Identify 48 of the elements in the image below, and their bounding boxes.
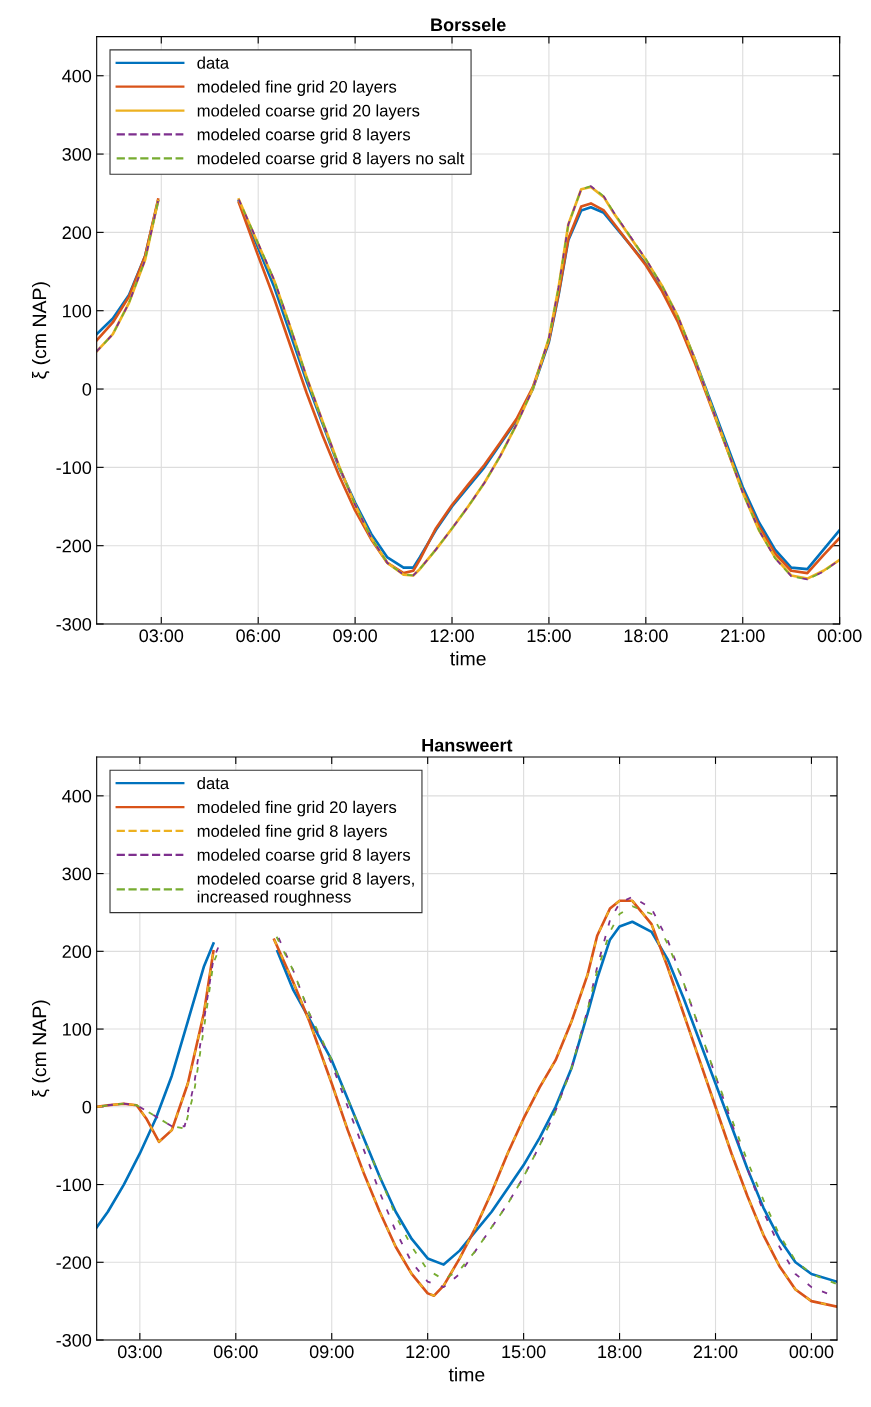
x-tick-label: 18:00 [598, 1345, 642, 1359]
y-axis-title: ξ (cm NAP) [32, 282, 51, 379]
legend-label: modeled fine grid 20 layers [197, 80, 397, 96]
y-tick-label: 100 [63, 304, 92, 318]
chart-title: Borssele [431, 17, 506, 32]
x-tick-label: 21:00 [721, 629, 765, 643]
legend-label: modeled fine grid 8 layers [197, 824, 387, 841]
x-tick-label: 06:00 [213, 1345, 258, 1359]
y-tick-label: 0 [82, 382, 92, 396]
x-axis-title: time [448, 1367, 485, 1382]
x-tick-label: 09:00 [309, 1345, 354, 1359]
y-tick-label: 300 [62, 148, 92, 161]
x-tick-label: 00:00 [817, 629, 862, 643]
y-tick-label: 200 [62, 945, 92, 959]
chart-title: Hansweert [422, 738, 513, 752]
x-tick-label: 09:00 [333, 629, 377, 643]
x-tick-label: 00:00 [789, 1345, 834, 1359]
x-tick-label: 06:00 [236, 629, 281, 643]
y-tick-label: 100 [63, 1023, 92, 1036]
legend-label: modeled coarse grid 8 layers no salt [197, 152, 465, 168]
legend-label: modeled coarse grid 8 layers [197, 128, 411, 144]
legend-label: data [197, 56, 230, 69]
legend-label: modeled coarse grid 8 layers, increased roughness [197, 872, 414, 906]
y-tick-label: -300 [56, 1333, 92, 1347]
x-tick-label: 03:00 [139, 629, 184, 643]
y-tick-label: -100 [56, 1178, 92, 1192]
y-tick-label: -300 [56, 617, 92, 631]
x-tick-label: 21:00 [693, 1345, 738, 1359]
x-axis-title: time [450, 651, 486, 666]
y-tick-label: 200 [62, 226, 92, 240]
y-tick-label: 0 [82, 1100, 92, 1114]
legend-label: modeled coarse grid 8 layers [197, 848, 411, 865]
y-tick-label: -100 [56, 461, 92, 475]
legend-label: modeled fine grid 20 layers [197, 800, 397, 817]
y-tick-label: 400 [62, 789, 92, 803]
legend-label: modeled coarse grid 20 layers [197, 104, 420, 120]
x-tick-label: 15:00 [527, 629, 571, 643]
x-tick-label: 12:00 [430, 629, 474, 643]
x-tick-label: 12:00 [406, 1345, 450, 1359]
y-axis-title: ξ (cm NAP) [32, 1000, 51, 1097]
legend-label: data [197, 776, 230, 790]
y-tick-label: -200 [56, 539, 92, 553]
x-tick-label: 03:00 [117, 1345, 162, 1359]
x-tick-label: 18:00 [624, 629, 668, 643]
y-tick-label: -200 [56, 1256, 92, 1270]
x-tick-label: 15:00 [502, 1345, 546, 1359]
y-tick-label: 300 [62, 867, 92, 881]
y-tick-label: 400 [62, 69, 92, 83]
